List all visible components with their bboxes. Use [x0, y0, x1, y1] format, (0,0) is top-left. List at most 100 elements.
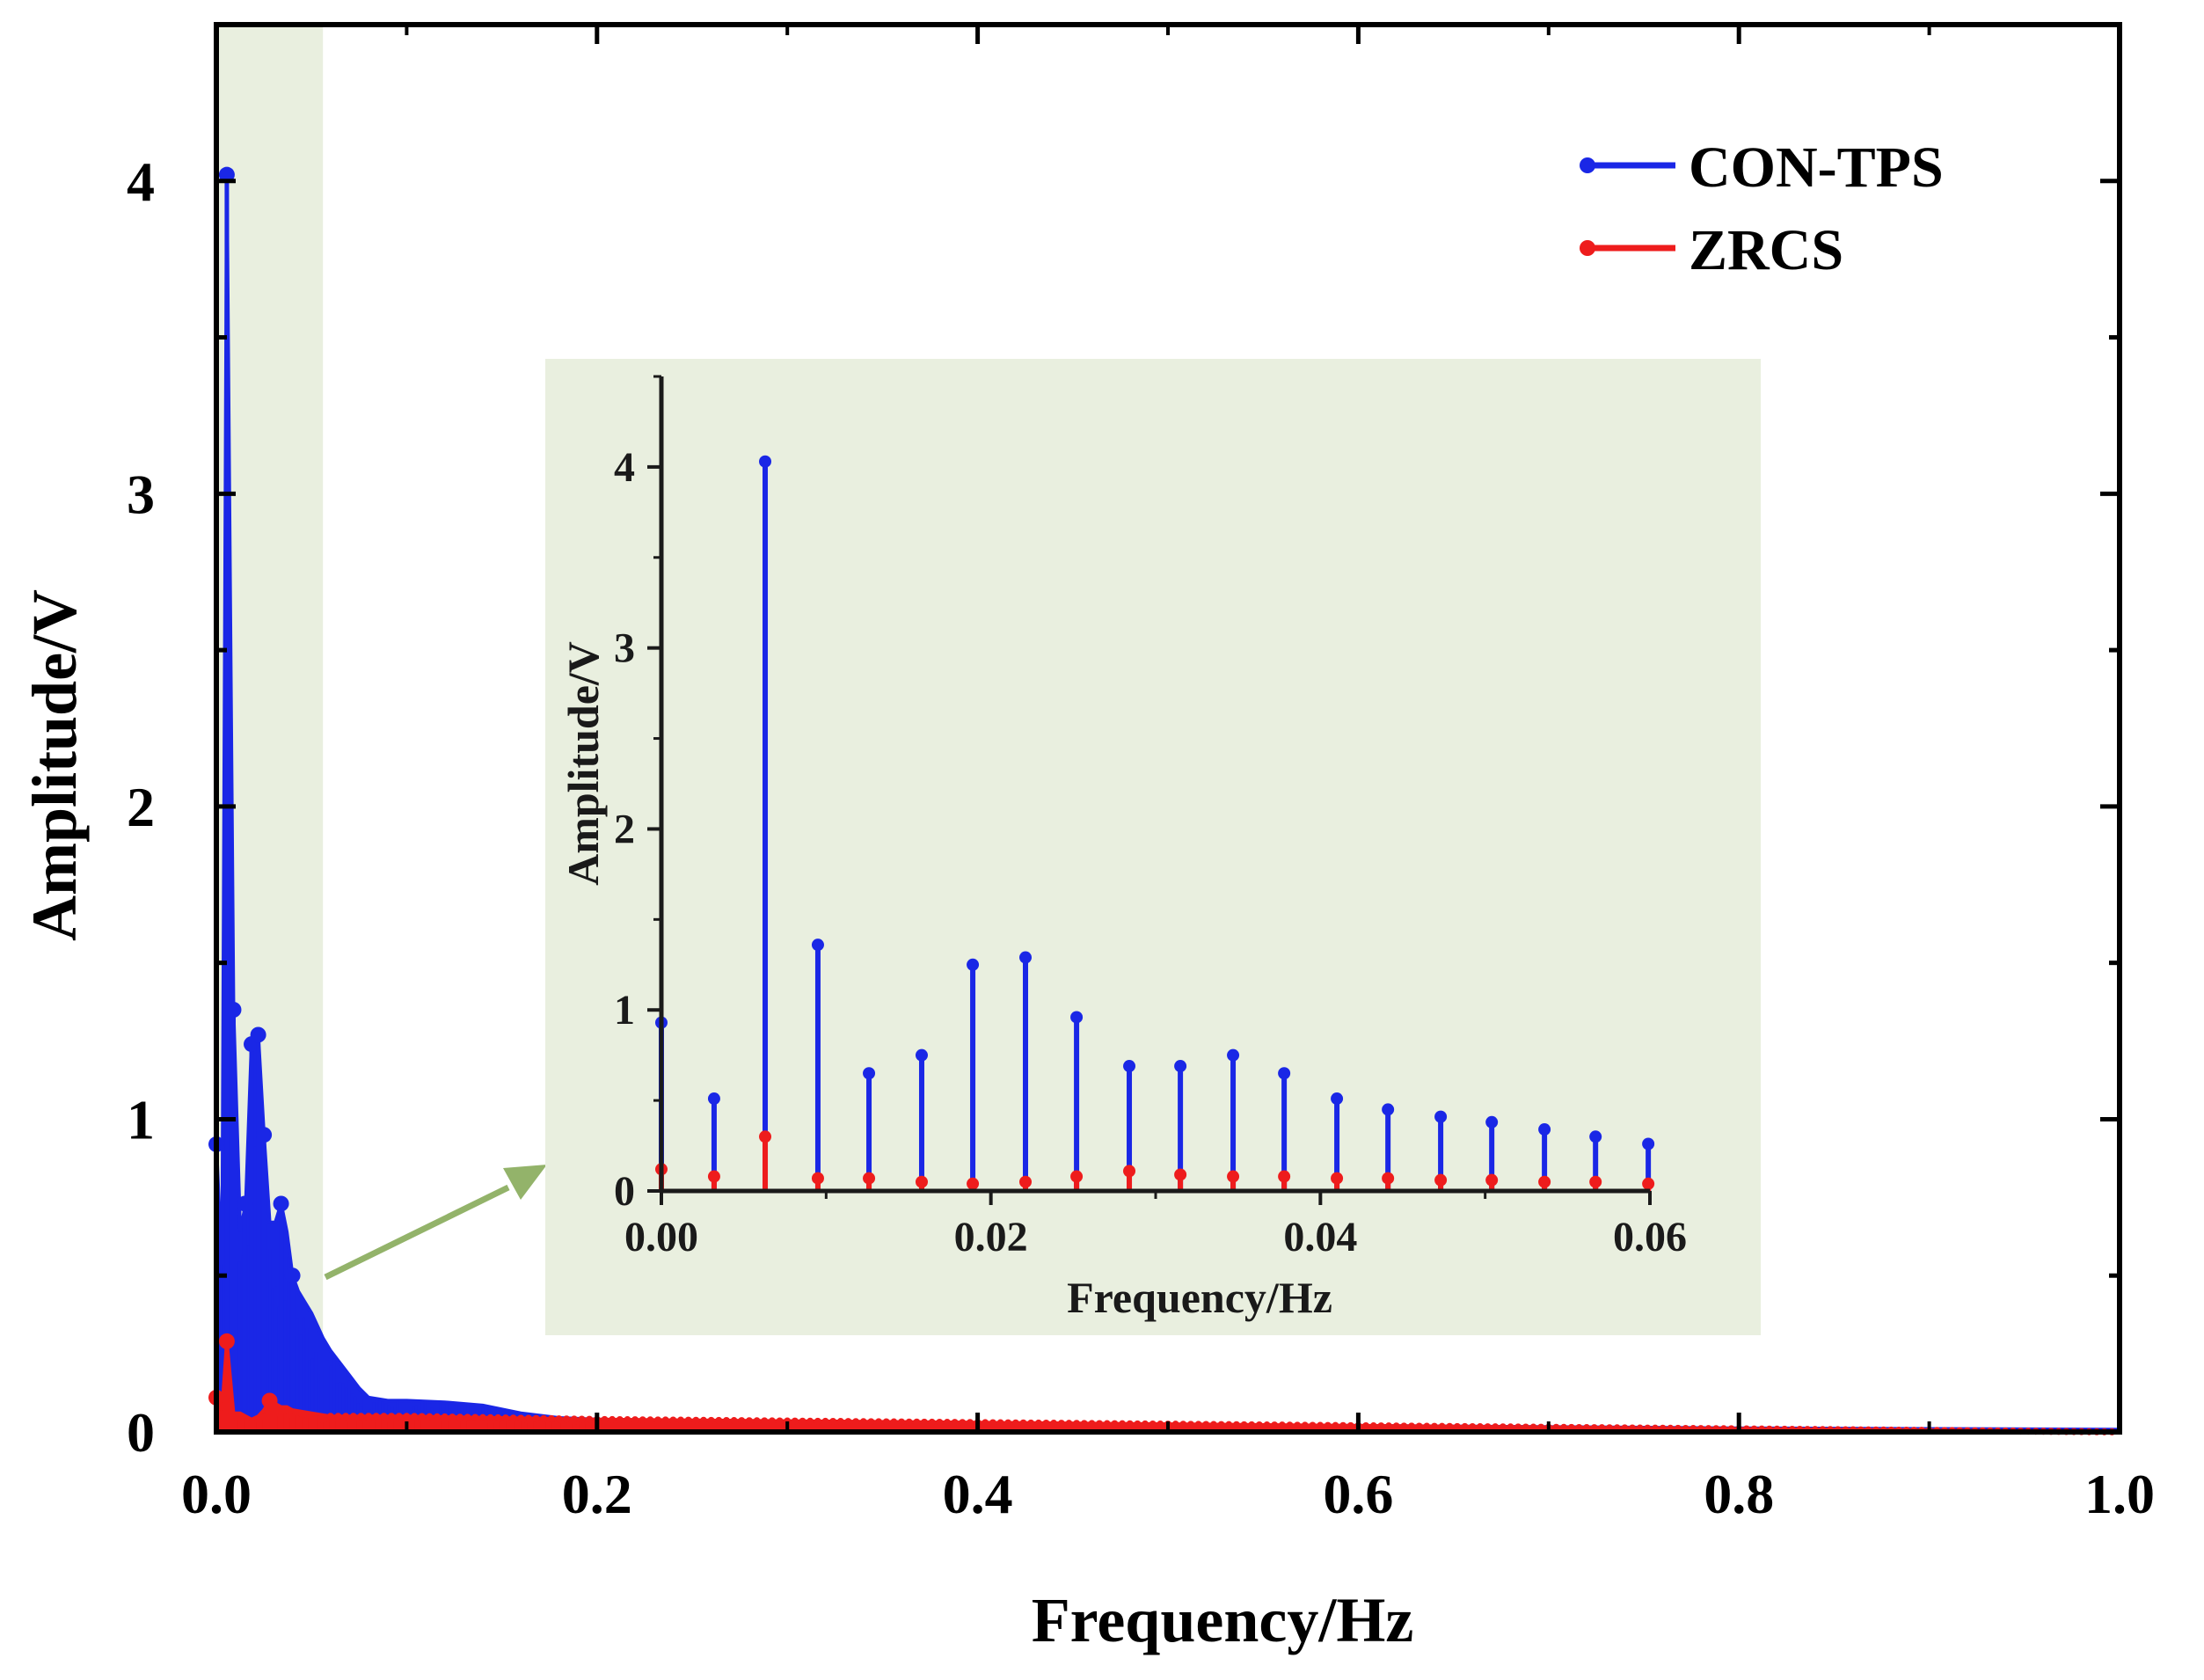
inset-y-tick-labels: 0 1 2 3 4 — [614, 444, 635, 1215]
inset-x-tick-label: 0.04 — [1283, 1214, 1357, 1260]
series-dot-zrcs — [1507, 1423, 1514, 1431]
inset-marker-con-tps — [967, 958, 980, 971]
zoom-arrow-head — [503, 1165, 547, 1200]
inset-marker-zrcs — [1019, 1175, 1033, 1188]
inset-marker-con-tps — [1070, 1011, 1084, 1024]
series-dot-zrcs — [1073, 1420, 1081, 1428]
series-dot-zrcs — [943, 1419, 951, 1427]
series-dot-zrcs — [609, 1415, 617, 1423]
series-dot-zrcs — [1088, 1420, 1096, 1428]
inset-marker-zrcs — [759, 1130, 772, 1143]
inset-x-tick-labels: 0.00 0.02 0.04 0.06 — [624, 1214, 1687, 1260]
series-dot-zrcs — [471, 1413, 479, 1421]
series-dot-zrcs — [1278, 1421, 1286, 1429]
series-dot-zrcs — [616, 1415, 624, 1423]
main-x-tick-label: 0.0 — [181, 1463, 252, 1525]
series-dot-zrcs — [1484, 1423, 1492, 1431]
series-dot-zrcs — [966, 1419, 974, 1427]
main-tick-marks — [214, 22, 2122, 1435]
series-dot-zrcs — [829, 1417, 837, 1425]
inset-marker-zrcs — [863, 1172, 876, 1185]
series-peak-marker-con-tps — [273, 1195, 289, 1212]
inset-y-axis-label: Amplitude/V — [558, 641, 608, 886]
series-dot-zrcs — [1027, 1419, 1035, 1427]
inset-marker-con-tps — [1123, 1060, 1136, 1073]
series-dot-zrcs — [814, 1417, 821, 1425]
series-dot-zrcs — [1377, 1422, 1385, 1430]
series-dot-zrcs — [1461, 1422, 1469, 1430]
series-dot-zrcs — [821, 1417, 829, 1425]
series-dot-zrcs — [1476, 1423, 1484, 1431]
series-dot-zrcs — [1453, 1422, 1461, 1430]
series-dot-zrcs — [1057, 1420, 1065, 1428]
inset-marker-con-tps — [863, 1067, 876, 1080]
series-dot-zrcs — [509, 1414, 517, 1422]
series-dot-zrcs — [555, 1415, 563, 1423]
series-dot-zrcs — [684, 1416, 692, 1424]
main-y-axis-label: Amplitude/V — [19, 589, 90, 941]
series-dot-zrcs — [1126, 1420, 1134, 1428]
series-dot-zrcs — [707, 1416, 715, 1424]
series-dot-zrcs — [1492, 1423, 1500, 1431]
series-dot-zrcs — [1385, 1422, 1393, 1430]
series-dot-zrcs — [882, 1418, 890, 1426]
inset-marker-zrcs — [1485, 1173, 1499, 1187]
series-dot-zrcs — [646, 1416, 654, 1424]
inset-marker-zrcs — [1589, 1175, 1602, 1188]
series-dot-zrcs — [699, 1416, 707, 1424]
series-dot-zrcs — [395, 1413, 403, 1421]
series-dot-zrcs — [547, 1414, 555, 1422]
series-dot-zrcs — [1430, 1422, 1438, 1430]
inset-x-tick-label: 0.02 — [954, 1214, 1028, 1260]
inset-y-tick-label: 3 — [614, 625, 635, 672]
series-dot-zrcs — [1332, 1421, 1339, 1429]
inset-panel — [545, 359, 1761, 1335]
zoom-arrow — [324, 1165, 547, 1281]
inset-x-axis-label: Frequency/Hz — [1067, 1273, 1332, 1322]
series-dot-zrcs — [669, 1416, 677, 1424]
series-dot-zrcs — [478, 1413, 486, 1421]
series-dot-zrcs — [1324, 1421, 1332, 1429]
inset-marker-con-tps — [1485, 1115, 1499, 1129]
series-dot-zrcs — [768, 1417, 776, 1425]
series-peak-marker-con-tps — [256, 1127, 273, 1143]
series-dot-zrcs — [570, 1415, 578, 1423]
main-y-tick-label: 4 — [127, 150, 155, 213]
series-dot-zrcs — [1522, 1423, 1529, 1431]
inset-marker-con-tps — [915, 1048, 928, 1062]
main-y-tick-labels: 0 1 2 3 4 — [127, 150, 155, 1464]
series-dot-zrcs — [1042, 1419, 1050, 1427]
series-dot-zrcs — [441, 1413, 449, 1421]
series-dot-zrcs — [1286, 1421, 1294, 1429]
series-dot-zrcs — [372, 1413, 380, 1421]
series-dot-zrcs — [1529, 1423, 1537, 1431]
legend: CON-TPS ZRCS — [1580, 135, 1944, 282]
series-dot-zrcs — [1560, 1423, 1568, 1431]
series-dot-zrcs — [388, 1413, 396, 1421]
series-dot-zrcs — [456, 1413, 463, 1421]
series-peak-marker-zrcs — [218, 1333, 235, 1349]
main-y-tick-label: 3 — [127, 463, 155, 525]
series-dot-zrcs — [342, 1413, 350, 1421]
series-dot-zrcs — [1171, 1421, 1179, 1428]
series-dot-zrcs — [1103, 1420, 1111, 1428]
series-dot-zrcs — [1194, 1421, 1202, 1428]
main-y-tick-label: 2 — [127, 776, 155, 838]
inset-marker-con-tps — [1589, 1130, 1602, 1143]
main-x-tick-label: 0.4 — [943, 1463, 1013, 1525]
inset-y-tick-label: 0 — [614, 1168, 635, 1215]
series-dot-zrcs — [1157, 1421, 1164, 1428]
series-dot-zrcs — [1004, 1419, 1012, 1427]
series-dot-zrcs — [624, 1416, 631, 1424]
series-dot-zrcs — [852, 1418, 860, 1426]
series-dot-zrcs — [449, 1413, 456, 1421]
inset-marker-zrcs — [1382, 1172, 1395, 1185]
series-dot-zrcs — [586, 1415, 594, 1423]
series-dot-zrcs — [1301, 1421, 1309, 1429]
inset-marker-con-tps — [1434, 1110, 1448, 1123]
series-peak-marker-con-tps — [284, 1267, 301, 1284]
series-dot-zrcs — [692, 1416, 700, 1424]
inset-marker-con-tps — [707, 1092, 720, 1106]
series-dot-zrcs — [357, 1413, 365, 1421]
inset-marker-zrcs — [915, 1175, 928, 1188]
